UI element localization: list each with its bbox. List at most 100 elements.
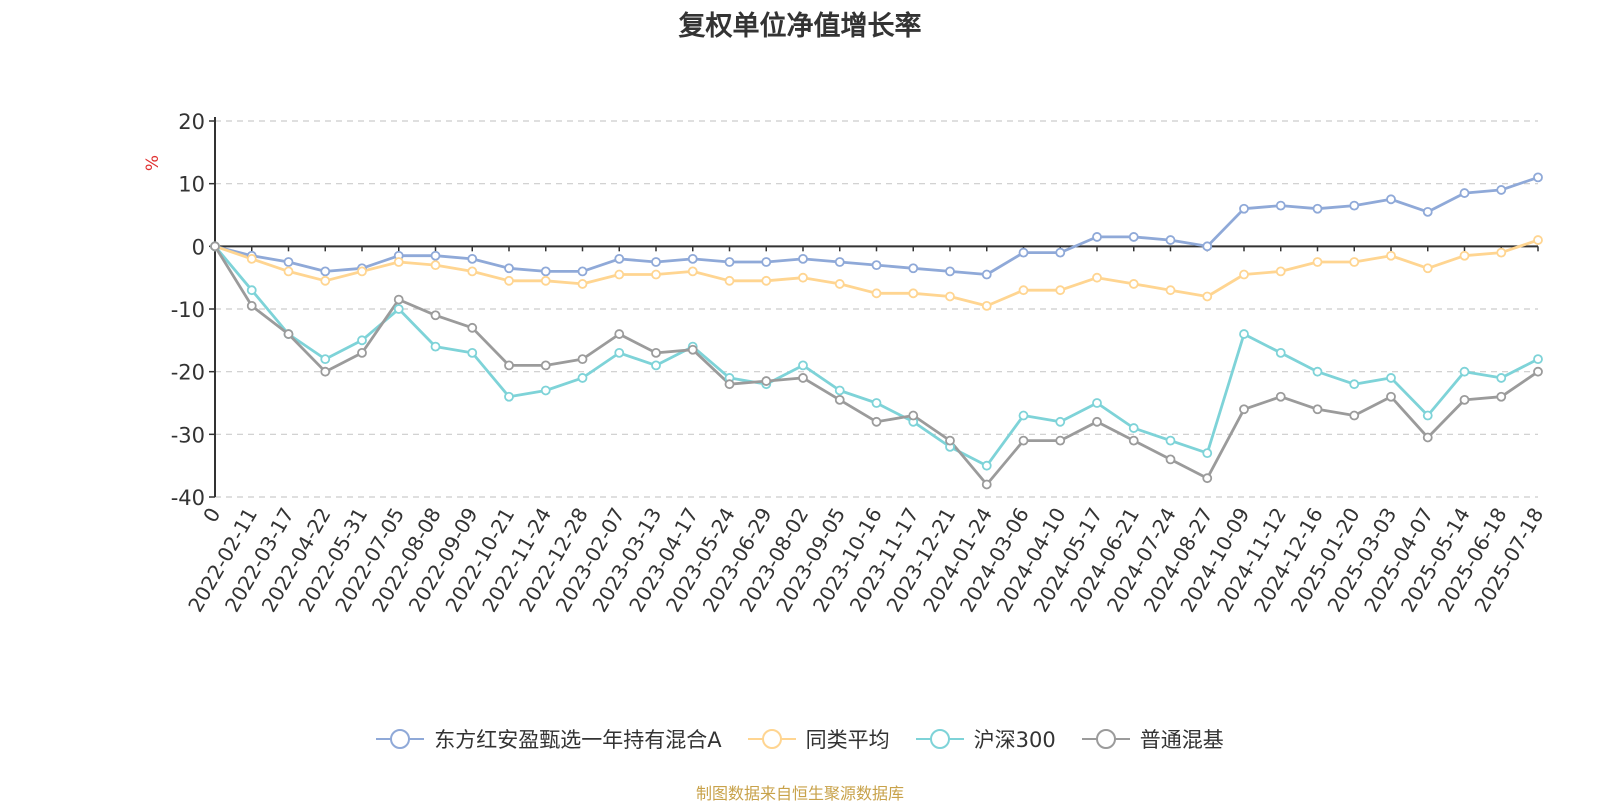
tick-labels: 20100-10-20-30-40%02022-02-112022-03-172…: [143, 110, 1548, 616]
data-point: [687, 344, 698, 355]
data-point: [651, 347, 661, 358]
data-point: [210, 241, 220, 252]
legend-item[interactable]: 普通混基: [1081, 724, 1224, 754]
data-point: [724, 379, 735, 390]
data-point: [687, 266, 698, 277]
data-point: [761, 275, 772, 286]
data-point: [504, 263, 514, 274]
series-line-2: [213, 245, 1539, 468]
data-point: [1202, 473, 1213, 484]
data-point: [1239, 203, 1249, 214]
data-point: [320, 354, 331, 365]
data-point: [1275, 266, 1286, 277]
data-point: [945, 435, 955, 446]
data-point: [1386, 194, 1396, 205]
x-tick-label: 0: [198, 504, 225, 527]
data-point: [540, 275, 551, 286]
data-source-note: 制图数据来自恒生聚源数据库: [695, 784, 904, 803]
data-point: [1128, 423, 1139, 433]
data-point: [1128, 232, 1139, 242]
legend-marker-icon: [747, 729, 796, 749]
data-point: [283, 257, 294, 267]
y-tick-label: -20: [171, 361, 205, 385]
data-point: [1349, 257, 1360, 267]
data-point: [871, 416, 882, 427]
data-point: [1128, 435, 1139, 446]
data-point: [1349, 379, 1360, 390]
data-point: [871, 260, 882, 271]
data-point: [908, 410, 919, 421]
data-point: [834, 279, 845, 289]
data-point: [320, 366, 331, 377]
data-point: [283, 266, 294, 277]
legend-item[interactable]: 沪深300: [915, 724, 1056, 754]
data-point: [945, 291, 955, 302]
data-point: [1055, 285, 1066, 296]
data-point: [1202, 241, 1213, 252]
data-point: [798, 253, 808, 264]
chart-title: 复权单位净值增长率: [678, 11, 922, 42]
data-point: [320, 275, 331, 286]
data-point: [504, 391, 514, 402]
data-point: [798, 373, 808, 383]
data-point: [1459, 394, 1470, 405]
data-point: [393, 257, 404, 267]
data-point: [1165, 235, 1176, 245]
data-point: [320, 266, 331, 277]
data-point: [798, 272, 808, 283]
data-point: [908, 263, 919, 274]
data-point: [761, 376, 772, 386]
legend-marker-icon: [376, 729, 425, 749]
legend-label: 普通混基: [1139, 728, 1224, 752]
data-point: [1202, 448, 1213, 459]
data-point: [761, 257, 772, 267]
data-point: [1055, 435, 1066, 446]
data-point: [1459, 188, 1470, 198]
data-point: [1092, 272, 1102, 283]
data-point: [540, 360, 551, 371]
data-point: [357, 266, 367, 277]
data-point: [908, 288, 919, 299]
data-point: [651, 269, 661, 280]
data-point: [1165, 285, 1176, 296]
data-point: [393, 294, 404, 305]
data-point: [357, 335, 367, 346]
data-point: [577, 354, 588, 365]
data-point: [1312, 257, 1323, 267]
data-point: [430, 260, 441, 271]
data-point: [1349, 200, 1360, 211]
data-point: [1239, 269, 1249, 280]
data-point: [1092, 232, 1102, 242]
data-point: [1533, 172, 1543, 183]
data-point: [504, 275, 514, 286]
data-point: [246, 285, 257, 296]
data-point: [577, 373, 588, 383]
data-point: [1496, 391, 1507, 402]
legend-item[interactable]: 同类平均: [747, 724, 890, 754]
data-point: [1312, 366, 1323, 377]
legend-marker-icon: [915, 729, 964, 749]
legend-marker-icon: [1081, 729, 1130, 749]
y-tick-label: 0: [192, 235, 205, 259]
data-point: [1092, 416, 1102, 427]
y-tick-label: 20: [178, 110, 205, 134]
data-point: [1018, 285, 1029, 296]
data-point: [724, 257, 735, 267]
data-point: [1202, 291, 1213, 302]
data-point: [1165, 435, 1176, 446]
axes: [209, 117, 1539, 498]
data-point: [614, 329, 625, 339]
data-point: [981, 300, 992, 311]
series-lines: [210, 172, 1543, 490]
data-point: [1275, 200, 1286, 211]
data-point: [981, 269, 992, 280]
y-tick-label: -10: [171, 298, 205, 322]
data-point: [1422, 410, 1433, 421]
legend-item[interactable]: 东方红安盈甄选一年持有混合A: [376, 724, 722, 754]
data-point: [1018, 435, 1029, 446]
data-point: [393, 304, 404, 314]
data-point: [1239, 329, 1249, 339]
data-point: [357, 347, 367, 358]
data-point: [834, 394, 845, 405]
data-point: [1239, 404, 1249, 415]
